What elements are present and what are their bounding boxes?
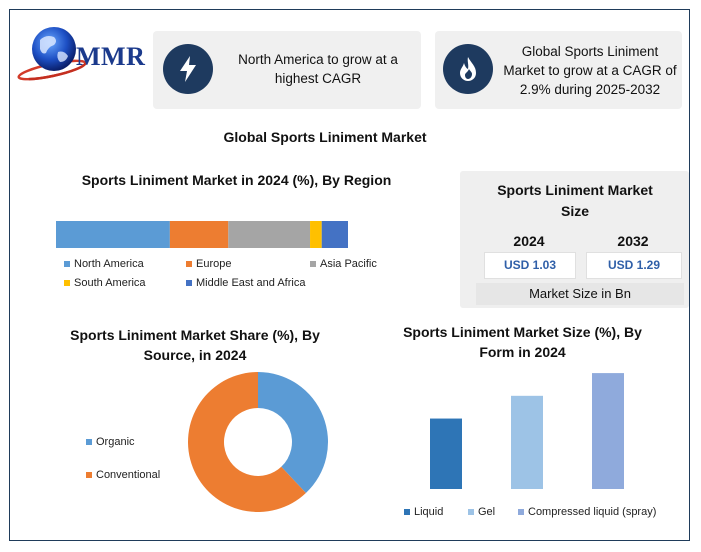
legend-item-gel: Gel xyxy=(468,506,495,518)
legend-swatch xyxy=(518,509,524,515)
legend-item-liquid: Liquid xyxy=(404,506,443,518)
legend-item-conventional: Conventional xyxy=(86,469,160,481)
market-size-title: Sports Liniment Market Size xyxy=(497,182,653,219)
form-chart-title: Sports Liniment Market Size (%), By Form… xyxy=(403,324,642,360)
year-2032: 2032 xyxy=(617,233,649,249)
legend-item-organic: Organic xyxy=(86,436,135,448)
legend-swatch xyxy=(86,472,92,478)
highlight-text-1: North America to grow at a highest CAGR xyxy=(238,52,398,86)
legend-item-middle-east-and-africa: Middle East and Africa xyxy=(186,277,305,289)
legend-label: North America xyxy=(74,258,144,270)
lightning-icon xyxy=(163,44,213,94)
legend-swatch xyxy=(64,261,70,267)
infographic-frame xyxy=(9,9,690,541)
legend-swatch xyxy=(64,280,70,286)
legend-swatch xyxy=(186,261,192,267)
flame-icon xyxy=(443,44,493,94)
highlight-text-2: Global Sports Liniment Market to grow at… xyxy=(503,44,677,97)
logo-text: MMR xyxy=(76,42,146,71)
legend-item-asia-pacific: Asia Pacific xyxy=(310,258,377,270)
market-size-unit: Market Size in Bn xyxy=(476,283,684,305)
legend-item-north-america: North America xyxy=(64,258,144,270)
year-2024: 2024 xyxy=(513,233,545,249)
region-chart-title: Sports Liniment Market in 2024 (%), By R… xyxy=(81,172,392,188)
legend-label: Organic xyxy=(96,436,135,448)
globe-icon xyxy=(17,27,87,81)
legend-swatch xyxy=(86,439,92,445)
legend-item-south-america: South America xyxy=(64,277,146,289)
legend-label: Liquid xyxy=(414,506,444,518)
legend-swatch xyxy=(310,261,316,267)
legend-item-compressed-liquid-spray: Compressed liquid (spray) xyxy=(518,506,656,518)
legend-label: Conventional xyxy=(96,469,161,481)
legend-item-europe: Europe xyxy=(186,258,231,270)
legend-swatch xyxy=(186,280,192,286)
legend-label: Asia Pacific xyxy=(320,258,377,270)
highlight-card-2: Global Sports Liniment Market to grow at… xyxy=(435,31,682,109)
highlight-card-1: North America to grow at a highest CAGR xyxy=(153,31,421,109)
legend-label: South America xyxy=(74,277,146,289)
mmr-logo: MMR xyxy=(16,22,146,82)
value-2032: USD 1.29 xyxy=(586,252,682,279)
value-2024: USD 1.03 xyxy=(484,252,576,279)
legend-label: Compressed liquid (spray) xyxy=(528,506,657,518)
legend-swatch xyxy=(468,509,474,515)
legend-swatch xyxy=(404,509,410,515)
main-title: Global Sports Liniment Market xyxy=(223,129,427,145)
legend-label: Gel xyxy=(478,506,496,518)
legend-label: Middle East and Africa xyxy=(196,277,306,289)
source-chart-title: Sports Liniment Market Share (%), By Sou… xyxy=(70,327,320,363)
legend-label: Europe xyxy=(196,258,232,270)
